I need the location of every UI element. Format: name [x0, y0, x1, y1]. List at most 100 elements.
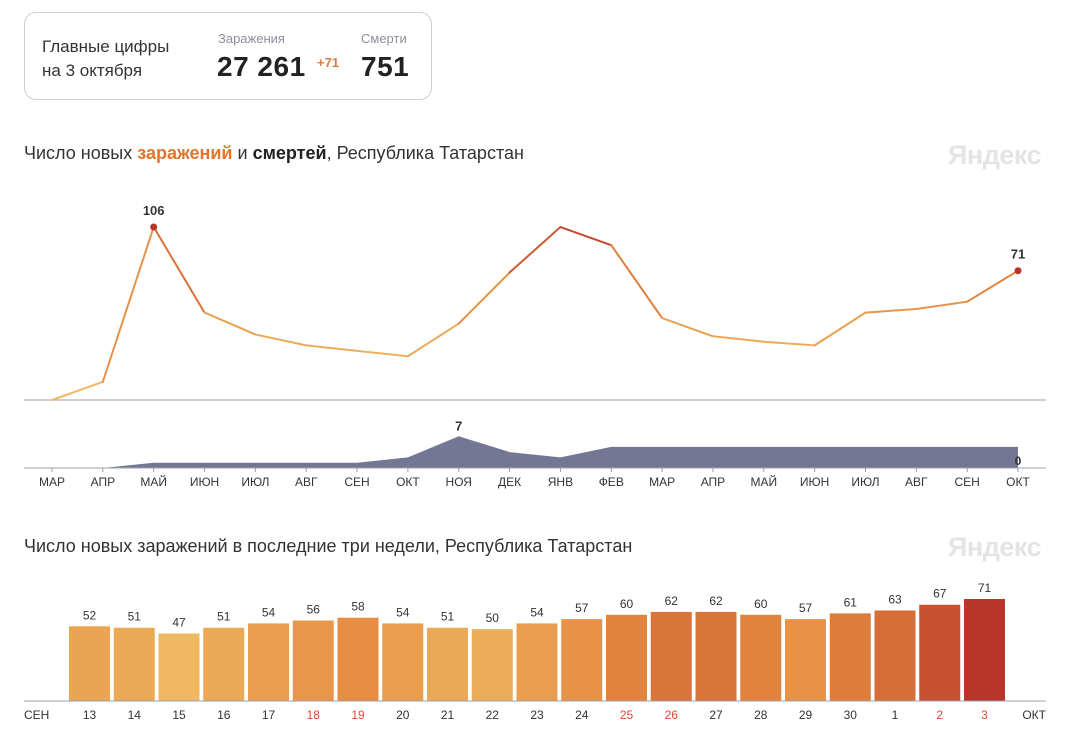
bar-value-label: 67	[933, 587, 947, 601]
infections-line-segment	[457, 271, 511, 325]
bar	[919, 604, 961, 701]
summary-title-line1: Главные цифры	[42, 37, 170, 56]
infections-peak-point	[150, 223, 158, 231]
bar-category-label: 23	[530, 708, 544, 722]
chart1-title-deaths: смертей	[252, 143, 327, 163]
month-tick-label: НОЯ	[446, 475, 472, 489]
month-tick-label: ЯНВ	[548, 475, 573, 489]
bar-value-label: 51	[441, 610, 455, 624]
chart1-title-part1: Число новых	[24, 143, 138, 163]
bar-value-label: 54	[396, 605, 410, 619]
bar-value-label: 63	[888, 592, 902, 606]
brand-logo-bottom: Яндекс	[948, 532, 1042, 562]
bars-month-start-label: СЕН	[24, 708, 49, 722]
bar-category-label: 14	[128, 708, 142, 722]
infections-line-segment	[915, 300, 969, 310]
infections-line-segment	[661, 317, 714, 338]
bar-category-label: 29	[799, 708, 813, 722]
bar-category-label: 27	[709, 708, 723, 722]
brand-logo-top: Яндекс	[948, 140, 1042, 170]
bar-category-label: 19	[351, 708, 365, 722]
bar	[964, 599, 1005, 701]
infections-line-segment	[559, 226, 613, 247]
bar-value-label: 54	[262, 605, 276, 619]
infections-line-segment	[864, 307, 918, 314]
infections-line-segment	[508, 226, 562, 274]
month-tick-label: ИЮЛ	[241, 475, 269, 489]
bar-category-label: 18	[307, 708, 321, 722]
bar	[695, 611, 737, 701]
bar-category-label: 2	[936, 708, 943, 722]
bar-value-label: 60	[620, 597, 634, 611]
month-tick-label: ОКТ	[1006, 475, 1030, 489]
bar	[516, 623, 558, 701]
bar	[337, 617, 379, 701]
month-tick-label: АПР	[91, 475, 116, 489]
bar	[248, 623, 289, 701]
bar-value-label: 47	[172, 615, 186, 629]
month-tick-label: СЕН	[344, 475, 369, 489]
month-tick-label: МАЙ	[750, 474, 777, 489]
bar-value-label: 61	[844, 595, 858, 609]
bar-category-label: 1	[892, 708, 899, 722]
infections-value: 27 261	[217, 51, 306, 82]
bar	[874, 610, 916, 701]
month-tick-label: МАР	[649, 475, 675, 489]
month-tick-label: ФЕВ	[599, 475, 624, 489]
chart1-title: Число новых заражений и смертей, Республ…	[24, 143, 524, 164]
bar-value-label: 56	[307, 603, 321, 617]
bar-value-label: 58	[351, 600, 365, 614]
bar	[650, 611, 692, 701]
bar-value-label: 71	[978, 581, 992, 595]
month-tick-label: ОКТ	[396, 475, 420, 489]
deaths-peak-label: 7	[455, 418, 462, 433]
chart1-title-infections: заражений	[137, 143, 233, 163]
month-tick-label: ИЮН	[190, 475, 219, 489]
infections-last-label: 71	[1011, 247, 1025, 262]
month-tick-label: ДЕК	[498, 475, 521, 489]
infections-last-point	[1014, 267, 1022, 275]
deaths-last-label: 0	[1015, 454, 1022, 468]
bar-value-label: 62	[709, 594, 723, 608]
bars-month-end-label: ОКТ	[1022, 708, 1046, 722]
bar	[113, 627, 155, 701]
deaths-area	[52, 436, 1018, 468]
summary-card: Главные цифры на 3 октября Заражения 27 …	[24, 12, 432, 100]
month-tick-label: АПР	[701, 475, 726, 489]
bar-category-label: 21	[441, 708, 455, 722]
bar-category-label: 26	[665, 708, 679, 722]
deaths-value: 751	[361, 51, 410, 82]
bar	[292, 620, 334, 701]
month-tick-label: АВГ	[295, 475, 318, 489]
infections-line-segment	[101, 226, 155, 383]
bar-value-label: 51	[128, 610, 142, 624]
bar	[158, 633, 200, 701]
bar	[427, 627, 468, 701]
bar	[561, 619, 603, 701]
infections-line-segment	[51, 380, 104, 401]
bar	[829, 613, 871, 701]
month-tick-label: АВГ	[905, 475, 928, 489]
bar-category-label: 28	[754, 708, 768, 722]
infections-line-segment	[203, 311, 257, 336]
month-tick-label: СЕН	[954, 475, 979, 489]
bar-category-label: 17	[262, 708, 276, 722]
bar-value-label: 62	[665, 594, 679, 608]
month-tick-label: МАР	[39, 475, 65, 489]
bar-value-label: 54	[530, 605, 544, 619]
bar-category-label: 22	[486, 708, 500, 722]
bar-value-label: 57	[799, 601, 813, 615]
infections-line-segment	[152, 226, 206, 314]
bar-category-label: 3	[981, 708, 988, 722]
chart1-title-part5: , Республика Татарстан	[326, 143, 524, 163]
infections-line-segment	[610, 244, 664, 320]
bar-category-label: 25	[620, 708, 634, 722]
bar-category-label: 20	[396, 708, 410, 722]
bar	[203, 627, 245, 701]
bar-value-label: 60	[754, 597, 768, 611]
bar	[382, 623, 424, 701]
infections-delta: +71	[317, 55, 340, 70]
bar-category-label: 24	[575, 708, 589, 722]
bar-value-label: 57	[575, 601, 589, 615]
